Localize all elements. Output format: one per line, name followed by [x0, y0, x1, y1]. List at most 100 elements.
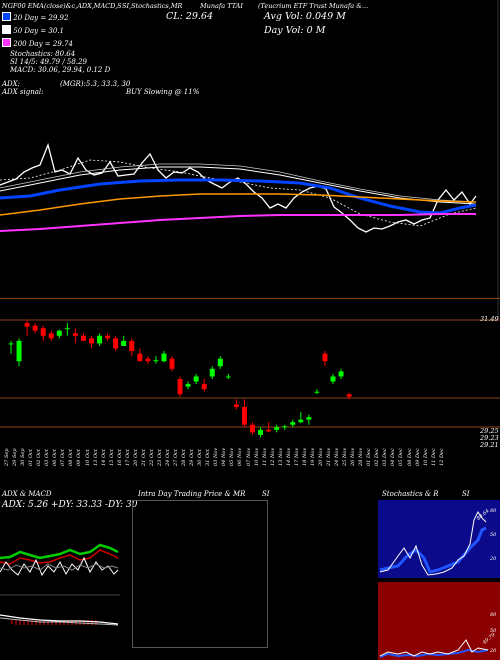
date-tick-label: 05 Dec [398, 448, 405, 466]
adx-macd-panel: ADX: 5.26 +DY: 33.33 -DY: 30 [0, 500, 137, 660]
panel-divider [0, 298, 500, 299]
price-tick-low-1: 29.25 [480, 427, 499, 435]
macd-signal-line [0, 617, 119, 626]
macd-stat: MACD: 30.06, 29.94, 0.12 D [10, 66, 111, 74]
date-tick-label: 20 Nov [317, 447, 324, 466]
candle-body [241, 406, 247, 425]
rsi-white-line [379, 639, 489, 657]
candle-body [169, 358, 175, 369]
ema200-label: 200 Day = 29.74 [13, 40, 73, 48]
adx-red-line [0, 549, 119, 565]
candle-body [137, 353, 143, 362]
ema50-swatch [2, 25, 11, 34]
candle-body [338, 371, 344, 377]
adx-panel-title: ADX & MACD [2, 490, 52, 498]
stochastics-panel-title: Stochastics & R [382, 490, 439, 498]
date-tick-label: 12 Nov [269, 447, 276, 466]
candle-body [274, 427, 280, 430]
candle-body [145, 358, 151, 362]
candle-body [217, 358, 223, 367]
si-stat: SI 14/5: 49.79 / 58.29 [10, 58, 87, 66]
date-tick-label: 14 Nov [285, 447, 292, 466]
stoch-tick-80: 80 [490, 508, 497, 514]
price-tick-low-3: 29.21 [480, 441, 499, 449]
price-tick-low-2: 29.23 [480, 434, 499, 442]
date-tick-label: 29 Sep [12, 448, 19, 466]
date-tick-label: 22 Oct [148, 449, 155, 466]
date-tick-label: 08 Dec [406, 448, 413, 466]
ema20-label: 20 Day = 29.92 [13, 14, 69, 22]
stoch-tick-50: 50 [490, 532, 497, 538]
candle-body [177, 379, 183, 395]
candle-body [330, 376, 336, 382]
candle-body [193, 376, 199, 382]
candle-body [314, 391, 320, 393]
candle-body [89, 338, 94, 344]
macd-line [0, 614, 119, 625]
adx-white-line [0, 556, 119, 577]
date-tick-label: 09 Oct [76, 449, 83, 466]
date-tick-label: 13 Nov [277, 447, 284, 466]
ema50-label: 50 Day = 30.1 [13, 27, 65, 35]
date-tick-label: 24 Nov [334, 447, 341, 466]
date-tick-label: 17 Oct [124, 449, 131, 466]
adx-label: ADX: [2, 80, 21, 88]
candle-body [209, 368, 215, 377]
rsi-svg [379, 639, 489, 658]
date-tick-label: 27 Oct [173, 449, 180, 466]
candle-body [129, 340, 135, 352]
candle-body [32, 325, 38, 331]
date-tick-label: 11 Nov [261, 447, 268, 466]
date-tick-label: 15 Oct [108, 449, 115, 466]
stochastics-stat: Stochastics: 80.64 [10, 50, 76, 58]
candle-body [306, 417, 312, 420]
chart-header-right: (Teucrium ETF Trust Munafa &... [258, 2, 369, 10]
date-tick-label: 27 Sep [4, 448, 10, 466]
date-tick-label: 03 Oct [44, 449, 51, 466]
date-tick-label: 01 Dec [366, 448, 373, 466]
date-tick-label: 12 Dec [438, 448, 445, 466]
candle-body [258, 429, 264, 435]
candle-body [266, 429, 272, 432]
candle-body [250, 424, 255, 433]
stochastics-svg [379, 511, 487, 576]
date-tick-label: 17 Nov [293, 447, 300, 466]
candle-body [185, 384, 191, 387]
chart-header-mid: SI,Stochastics,MR [122, 2, 183, 10]
candle-body [233, 404, 239, 407]
date-tick-label: 07 Oct [60, 449, 67, 466]
date-tick-label: 25 Nov [342, 447, 349, 466]
ema50-line-2 [0, 163, 477, 203]
ema20-swatch [2, 12, 11, 21]
candle-body [72, 333, 78, 336]
candle-body [80, 335, 86, 341]
avg-vol-label: Avg Vol: 0.049 M [264, 11, 346, 22]
adx-green-line [0, 543, 119, 560]
candlestick-chart [0, 319, 500, 438]
candle-body [8, 343, 14, 345]
price-tick-high: 31.49 [480, 315, 499, 323]
date-tick-label: 21 Nov [326, 447, 332, 466]
day-vol-label: Day Vol: 0 M [264, 25, 326, 36]
rsi-blue-line [379, 648, 489, 658]
date-tick-label: 09 Dec [414, 448, 421, 466]
date-tick-label: 24 Oct [165, 449, 171, 466]
candle-body [40, 328, 46, 336]
adx-values: (MGR):5.3, 33.3, 30 [60, 80, 131, 88]
stochastics-panel-si: SI [462, 490, 470, 498]
date-tick-label: 20 Oct [132, 449, 139, 466]
date-tick-label: 03 Nov [213, 447, 220, 466]
candle-body [298, 419, 304, 423]
date-tick-label: 31 Oct [205, 449, 212, 466]
candle-body [121, 340, 127, 346]
candle-body [113, 338, 119, 349]
date-tick-label: 21 Oct [140, 449, 147, 466]
price-close-line [0, 142, 477, 233]
date-tick-label: 30 Sep [20, 448, 27, 466]
date-tick-label: 28 Oct [181, 449, 188, 466]
adx-panel-stats: ADX: 5.26 +DY: 33.33 -DY: 30 [2, 500, 138, 510]
rsi-tick-20: 20 [490, 648, 497, 654]
candle-body [346, 394, 352, 397]
adx-signal-label: ADX signal: [2, 88, 44, 96]
adx-macd-svg [0, 543, 120, 626]
